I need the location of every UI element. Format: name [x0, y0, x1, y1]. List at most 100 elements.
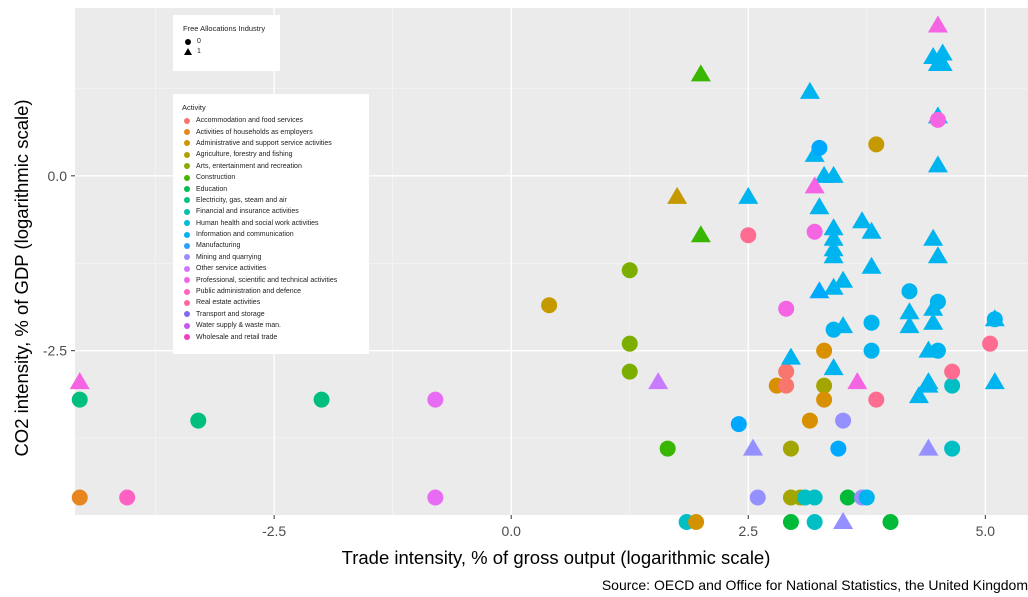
data-point-triangle: [809, 197, 830, 215]
data-point-triangle: [833, 270, 854, 288]
legend-swatch-icon: [182, 309, 192, 319]
data-point-triangle: [809, 281, 830, 299]
data-point-triangle: [899, 316, 920, 334]
data-point-circle: [806, 223, 823, 240]
data-point-triangle: [833, 316, 854, 334]
data-point-triangle: [927, 155, 948, 173]
data-point-circle: [929, 111, 946, 128]
data-point-circle: [816, 342, 833, 359]
data-point-triangle: [69, 372, 90, 390]
data-point-triangle: [932, 53, 953, 71]
data-point-triangle: [908, 386, 929, 404]
activity-legend-label: Real estate activities: [196, 299, 261, 307]
data-point-circle: [782, 513, 799, 530]
activity-legend-label: Electricity, gas, steam and air: [196, 196, 287, 204]
activity-legend-label: Wholesale and retail trade: [196, 333, 278, 341]
legend-swatch-icon: [182, 150, 192, 160]
y-axis-title: CO2 intensity, % of GDP (logarithmic sca…: [11, 99, 32, 457]
data-point-circle: [944, 377, 961, 394]
legend-swatch-icon: [182, 230, 192, 240]
data-point-triangle: [823, 277, 844, 295]
activity-legend-label: Accommodation and food services: [196, 117, 303, 125]
data-point-triangle: [847, 372, 868, 390]
activity-legend-label: Transport and storage: [196, 310, 265, 318]
data-point-triangle: [984, 372, 1005, 390]
legend-swatch-icon: [182, 218, 192, 228]
x-tick-label: 2.5: [739, 523, 759, 539]
source-caption: Source: OECD and Office for National Sta…: [601, 577, 1028, 593]
data-point-circle: [944, 440, 961, 457]
x-tick-label: 0.0: [501, 523, 521, 539]
activity-legend-label: Mining and quarrying: [196, 253, 262, 261]
legend-swatch-icon: [182, 207, 192, 217]
data-point-circle: [778, 363, 795, 380]
triangle-icon: [183, 46, 193, 56]
legend-swatch-icon: [182, 252, 192, 262]
data-point-circle: [313, 391, 330, 408]
activity-legend-entry: Real estate activities: [182, 297, 369, 308]
y-tick-label: 0.0: [48, 168, 68, 184]
activity-legend-entry: Accommodation and food services: [182, 115, 369, 126]
data-point-circle: [621, 262, 638, 279]
data-point-triangle: [823, 228, 844, 246]
legend-swatch-icon: [182, 184, 192, 194]
legend-swatch-icon: [182, 287, 192, 297]
activity-legend: Activity Accommodation and food services…: [173, 94, 369, 354]
activity-legend-label: Education: [196, 185, 228, 193]
legend-swatch-icon: [182, 127, 192, 137]
data-point-circle: [71, 391, 88, 408]
data-point-circle: [901, 283, 918, 300]
activity-legend-label: Construction: [196, 174, 236, 182]
data-point-triangle: [823, 165, 844, 183]
data-point-circle: [982, 335, 999, 352]
data-point-circle: [740, 227, 757, 244]
data-point-triangle: [833, 511, 854, 529]
data-point-triangle: [918, 438, 939, 456]
data-point-triangle: [918, 375, 939, 393]
data-point-triangle: [804, 176, 825, 194]
legend-swatch-icon: [182, 298, 192, 308]
data-point-circle: [806, 489, 823, 506]
shape-legend: Free Allocations Industry 0 1: [173, 15, 280, 71]
data-points: [69, 15, 1005, 530]
data-point-circle: [801, 412, 818, 429]
data-point-triangle: [861, 256, 882, 274]
data-point-circle: [778, 377, 795, 394]
data-point-triangle: [690, 225, 711, 243]
activity-legend-label: Agriculture, forestry and fishing: [196, 151, 293, 159]
data-point-triangle: [667, 186, 688, 204]
data-point-circle: [863, 314, 880, 331]
x-axis-title: Trade intensity, % of gross output (loga…: [341, 547, 771, 568]
data-point-triangle: [823, 246, 844, 264]
activity-legend-entry: Activities of households as employers: [182, 126, 369, 137]
activity-legend-entry: Agriculture, forestry and fishing: [182, 149, 369, 160]
activity-legend-label: Financial and insurance activities: [196, 208, 299, 216]
data-point-circle: [839, 489, 856, 506]
activity-legend-label: Human health and social work activities: [196, 219, 319, 227]
data-point-triangle: [923, 312, 944, 330]
shape-legend-label: 1: [197, 47, 201, 55]
data-point-triangle: [852, 211, 873, 229]
activity-legend-label: Administrative and support service activ…: [196, 139, 332, 147]
legend-swatch-icon: [182, 321, 192, 331]
data-point-circle: [778, 300, 795, 317]
activity-legend-entry: Manufacturing: [182, 240, 369, 251]
activity-legend-label: Public administration and defence: [196, 288, 302, 296]
data-point-circle: [811, 139, 828, 156]
y-tick-label: -2.5: [43, 343, 67, 359]
major-gridlines: [75, 8, 1028, 515]
data-point-triangle: [823, 218, 844, 236]
shape-legend-entry: 0: [183, 36, 280, 47]
legend-swatch-icon: [182, 173, 192, 183]
data-point-circle: [782, 440, 799, 457]
activity-legend-entry: Public administration and defence: [182, 286, 369, 297]
shape-legend-entry: 1: [183, 45, 280, 56]
activity-legend-label: Professional, scientific and technical a…: [196, 276, 338, 284]
data-point-circle: [816, 377, 833, 394]
x-axis-ticks: -2.5 0.0 2.5 5.0: [262, 515, 995, 539]
data-point-circle: [749, 489, 766, 506]
data-point-triangle: [738, 186, 759, 204]
activity-legend-entry: Education: [182, 183, 369, 194]
activity-legend-entry: Wholesale and retail trade: [182, 331, 369, 342]
